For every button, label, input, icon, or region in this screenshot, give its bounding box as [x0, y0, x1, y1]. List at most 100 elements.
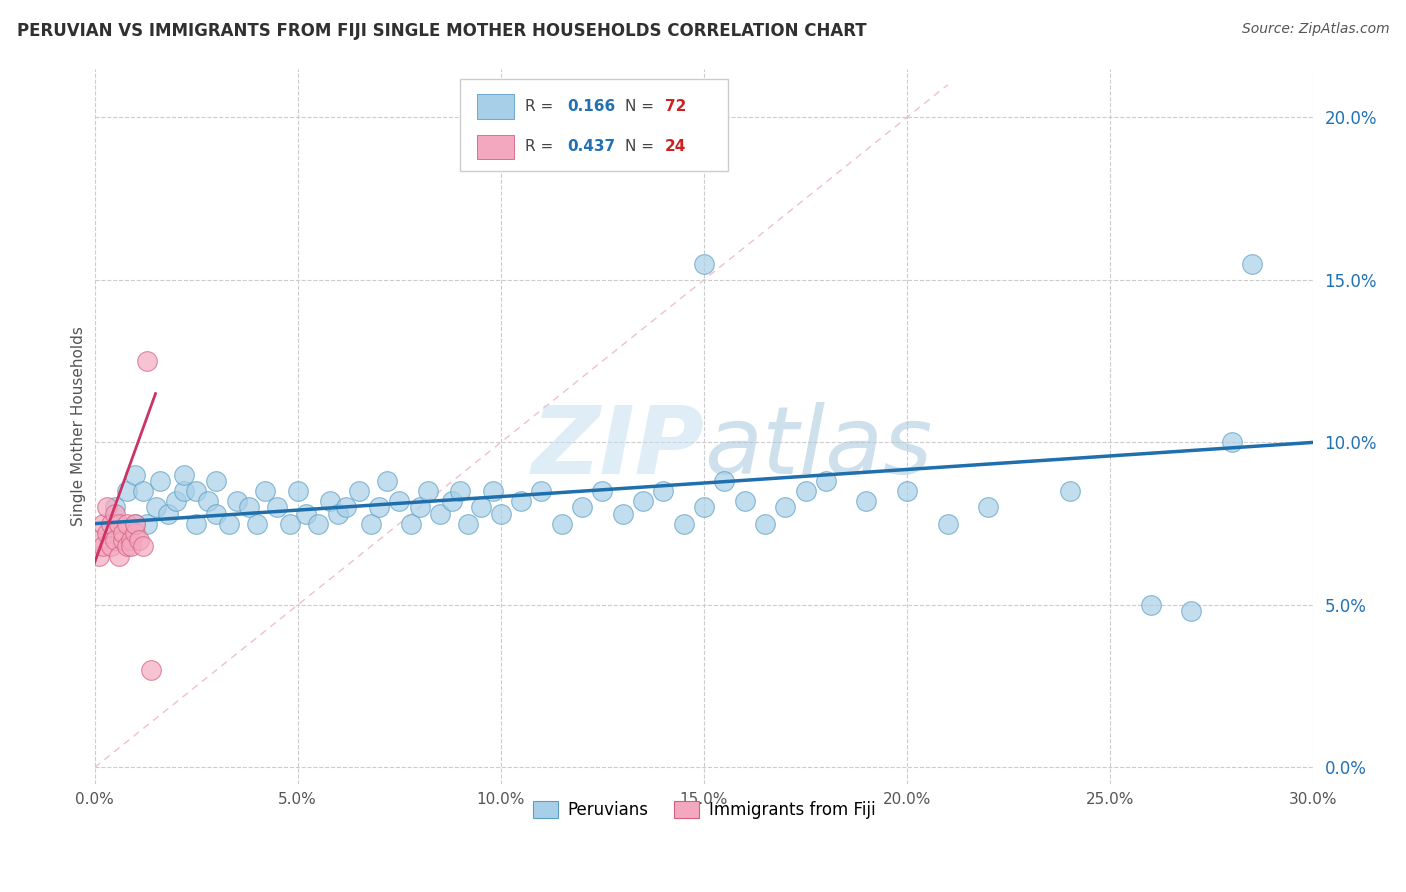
Point — [571, 500, 593, 515]
Point — [1180, 604, 1202, 618]
Point — [401, 516, 423, 531]
Point — [631, 494, 654, 508]
Point — [104, 533, 127, 547]
Point — [416, 484, 439, 499]
Text: Source: ZipAtlas.com: Source: ZipAtlas.com — [1241, 22, 1389, 37]
Point — [136, 516, 159, 531]
Point — [104, 507, 127, 521]
Point — [115, 484, 138, 499]
Y-axis label: Single Mother Households: Single Mother Households — [72, 326, 86, 526]
Point — [184, 484, 207, 499]
Point — [693, 500, 716, 515]
Point — [530, 484, 553, 499]
Point — [173, 467, 195, 482]
Point — [100, 516, 122, 531]
Point — [977, 500, 1000, 515]
Point — [100, 540, 122, 554]
Point — [936, 516, 959, 531]
Point — [481, 484, 503, 499]
Point — [551, 516, 574, 531]
Point — [457, 516, 479, 531]
Point — [96, 526, 118, 541]
Text: R =: R = — [524, 139, 558, 154]
Point — [225, 494, 247, 508]
Point — [165, 494, 187, 508]
Point — [115, 540, 138, 554]
Point — [429, 507, 451, 521]
Point — [205, 475, 228, 489]
Point — [111, 533, 134, 547]
Point — [652, 484, 675, 499]
Point — [1241, 256, 1264, 270]
Point — [1140, 598, 1163, 612]
Point — [115, 516, 138, 531]
Point — [375, 475, 398, 489]
Point — [754, 516, 776, 531]
Point — [441, 494, 464, 508]
FancyBboxPatch shape — [460, 79, 728, 170]
Point — [335, 500, 357, 515]
Point — [91, 516, 114, 531]
Point — [855, 494, 877, 508]
FancyBboxPatch shape — [477, 135, 513, 159]
Point — [254, 484, 277, 499]
Point — [124, 526, 146, 541]
Point — [591, 484, 613, 499]
Point — [347, 484, 370, 499]
Point — [205, 507, 228, 521]
Point — [1059, 484, 1081, 499]
Point — [489, 507, 512, 521]
Point — [141, 663, 163, 677]
Point — [218, 516, 240, 531]
Text: N =: N = — [624, 139, 658, 154]
Point — [173, 484, 195, 499]
Point — [156, 507, 179, 521]
Point — [713, 475, 735, 489]
Point — [238, 500, 260, 515]
Point — [470, 500, 492, 515]
Point — [197, 494, 219, 508]
Point — [307, 516, 329, 531]
Text: PERUVIAN VS IMMIGRANTS FROM FIJI SINGLE MOTHER HOUSEHOLDS CORRELATION CHART: PERUVIAN VS IMMIGRANTS FROM FIJI SINGLE … — [17, 22, 866, 40]
Point — [266, 500, 288, 515]
Point — [91, 540, 114, 554]
Point — [136, 354, 159, 368]
Point — [132, 484, 155, 499]
Text: R =: R = — [524, 99, 558, 114]
Point — [734, 494, 756, 508]
FancyBboxPatch shape — [477, 95, 513, 119]
Point — [145, 500, 167, 515]
Point — [96, 500, 118, 515]
Text: 72: 72 — [665, 99, 686, 114]
Point — [693, 256, 716, 270]
Point — [124, 516, 146, 531]
Legend: Peruvians, Immigrants from Fiji: Peruvians, Immigrants from Fiji — [526, 794, 882, 825]
Point — [111, 526, 134, 541]
Point — [408, 500, 430, 515]
Point — [120, 533, 142, 547]
Point — [278, 516, 301, 531]
Text: atlas: atlas — [704, 402, 932, 493]
Point — [148, 475, 170, 489]
Point — [319, 494, 342, 508]
Point — [794, 484, 817, 499]
Point — [368, 500, 391, 515]
Point — [388, 494, 411, 508]
Point — [672, 516, 695, 531]
Point — [814, 475, 837, 489]
Point — [287, 484, 309, 499]
Text: 24: 24 — [665, 139, 686, 154]
Point — [132, 540, 155, 554]
Point — [773, 500, 796, 515]
Point — [510, 494, 533, 508]
Point — [184, 516, 207, 531]
Point — [896, 484, 918, 499]
Point — [108, 549, 131, 564]
Text: 0.437: 0.437 — [568, 139, 616, 154]
Point — [612, 507, 634, 521]
Text: ZIP: ZIP — [531, 401, 704, 493]
Point — [87, 533, 110, 547]
Point — [328, 507, 350, 521]
Point — [120, 540, 142, 554]
Point — [295, 507, 318, 521]
